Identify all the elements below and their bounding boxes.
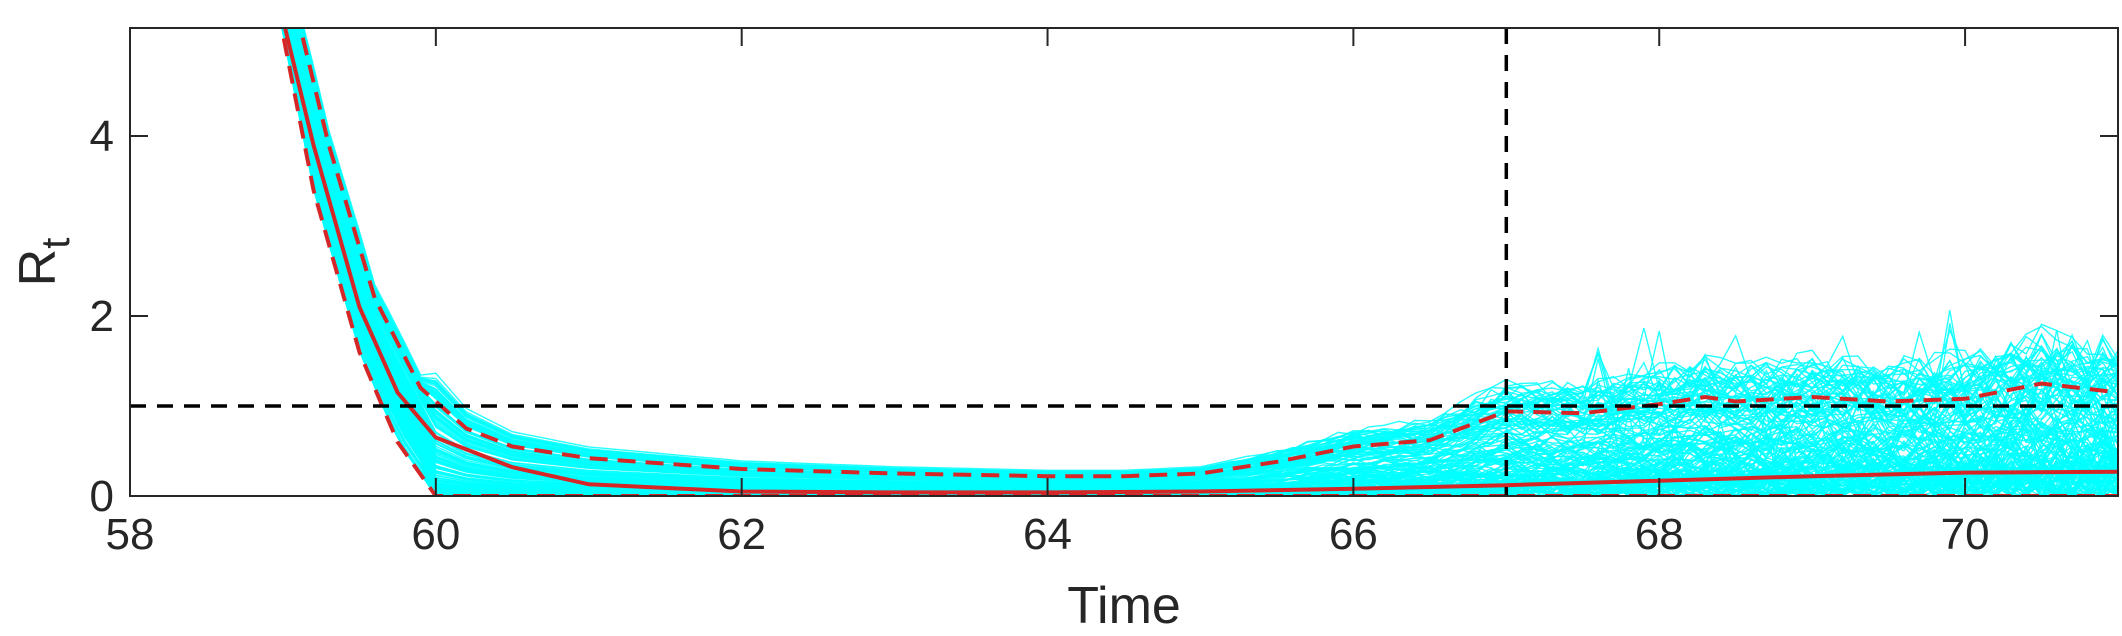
simulation-line (286, 28, 2118, 496)
y-axis-label-main: R (9, 249, 67, 287)
x-tick-label: 62 (717, 510, 766, 559)
axes-box (129, 27, 2119, 497)
y-tick-label: 2 (90, 292, 114, 341)
x-tick-label: 64 (1023, 510, 1072, 559)
simulation-line (302, 28, 2118, 473)
x-tick-label: 70 (1941, 510, 1990, 559)
simulation-line (297, 28, 2118, 481)
x-tick-label: 66 (1329, 510, 1378, 559)
summary-lines (279, 28, 2118, 496)
x-axis-label: Time (1067, 577, 1181, 635)
upper-bound-line (298, 28, 2118, 479)
median-line (283, 28, 2118, 495)
y-axis-label: Rt (9, 238, 78, 287)
simulation-line (295, 28, 2118, 485)
simulation-line (303, 28, 2118, 471)
simulation-line (301, 28, 2118, 475)
tick-labels: 58 60 62 64 66 68 70 0 2 4 (90, 112, 1990, 559)
reference-lines (130, 28, 2118, 496)
y-tick-label: 4 (90, 112, 114, 161)
simulation-line (290, 28, 2118, 491)
x-tick-label: 68 (1635, 510, 1684, 559)
x-tick-label: 58 (106, 510, 155, 559)
lower-bound-line (279, 28, 2118, 496)
y-tick-label: 0 (90, 472, 114, 521)
y-axis-label-subscript: t (34, 238, 78, 249)
simulation-line (293, 28, 2118, 488)
simulation-line (297, 28, 2118, 482)
axis-ticks (129, 28, 2118, 497)
simulation-line (295, 28, 2118, 484)
x-tick-label: 60 (411, 510, 460, 559)
simulation-line (296, 28, 2118, 483)
